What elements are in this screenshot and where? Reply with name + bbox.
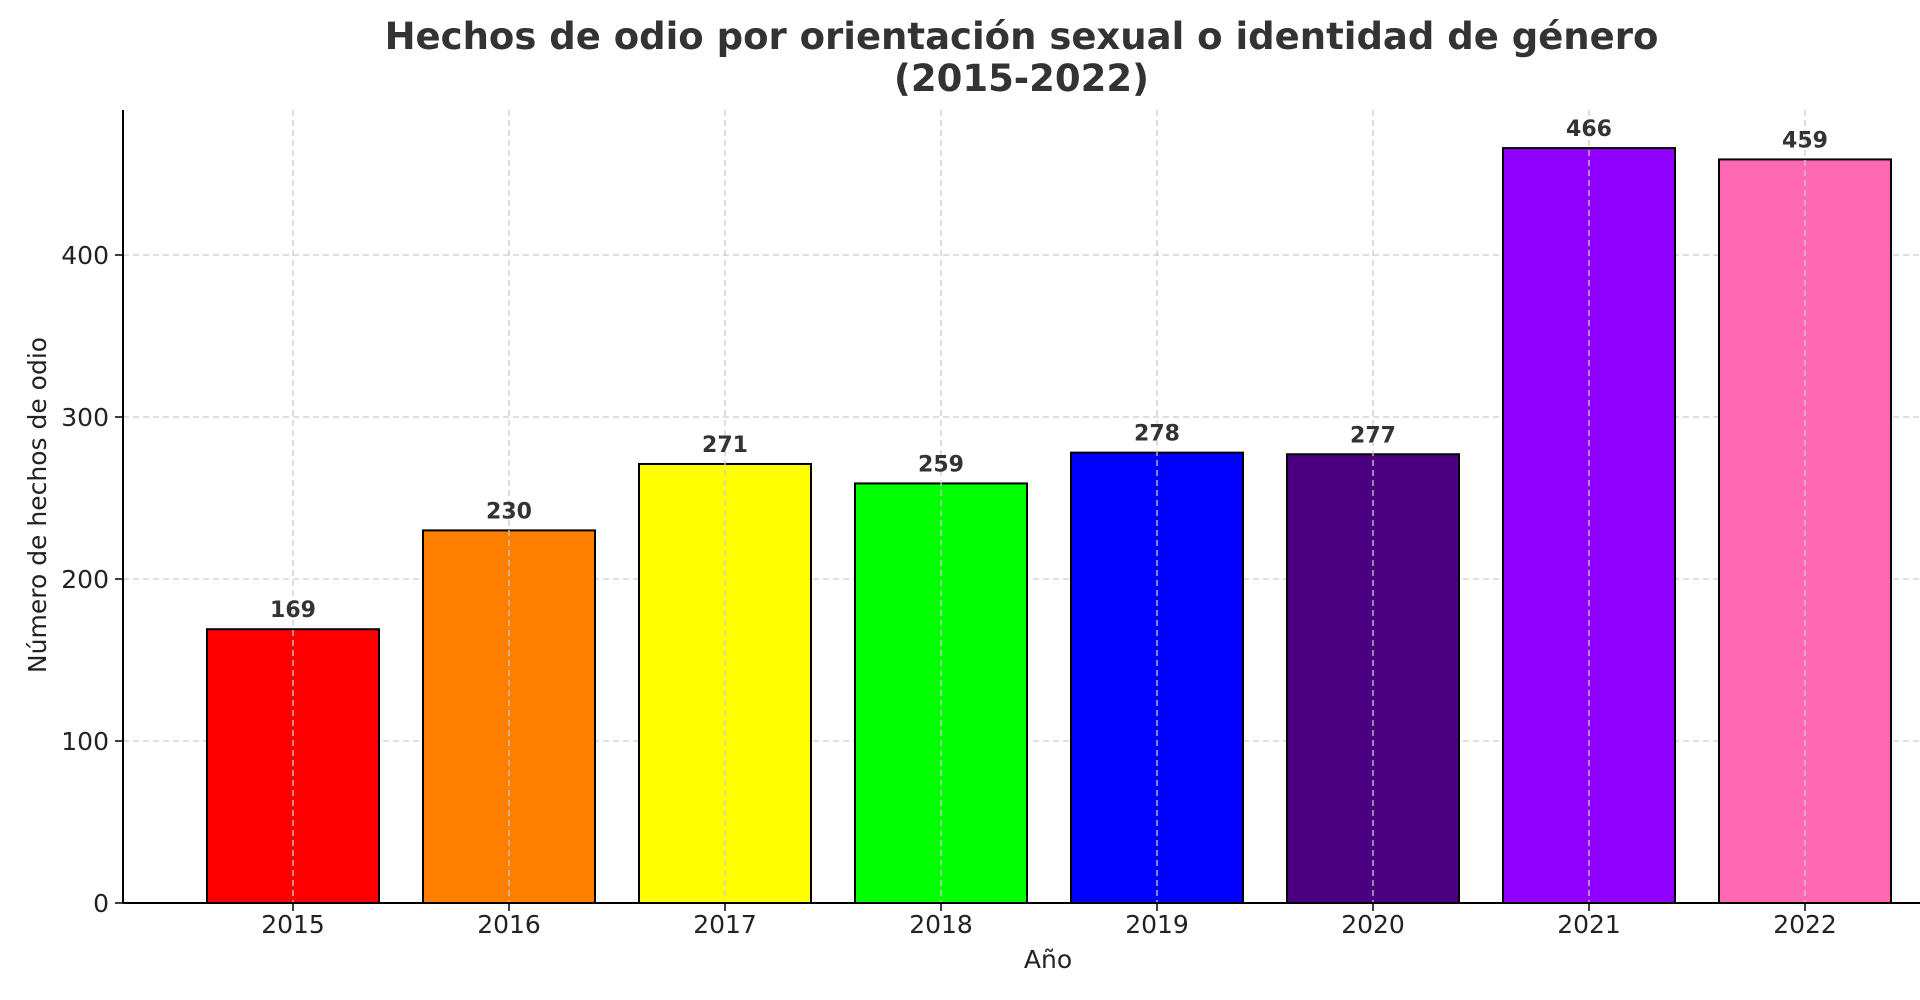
x-tick-label: 2016 — [477, 910, 541, 939]
bar — [1286, 453, 1460, 904]
x-tick-label: 2019 — [1125, 910, 1189, 939]
data-label: 169 — [270, 598, 316, 623]
y-axis-label: Número de hechos de odio — [23, 337, 52, 673]
y-tick-label: 300 — [61, 403, 109, 432]
axes-layer — [115, 110, 1920, 911]
data-label: 459 — [1782, 128, 1828, 153]
x-tick-label: 2015 — [261, 910, 325, 939]
labels-layer: 0 100 200 300 400 169 2015 230 2016 271 2017 259 201… — [61, 117, 1837, 939]
y-tick-label: 200 — [61, 565, 109, 594]
x-tick-label: 2017 — [693, 910, 757, 939]
y-tick-label: 400 — [61, 241, 109, 270]
y-tick-label: 100 — [61, 727, 109, 756]
chart-subtitle-line: (2015-2022) — [893, 57, 1150, 100]
x-tick-label: 2020 — [1341, 910, 1405, 939]
data-label: 277 — [1350, 423, 1396, 448]
x-axis-label: Año — [1024, 945, 1072, 974]
data-label: 271 — [702, 433, 748, 458]
data-label: 230 — [486, 499, 532, 524]
data-label: 278 — [1134, 422, 1180, 447]
x-tick-label: 2018 — [909, 910, 973, 939]
data-label: 466 — [1566, 117, 1612, 142]
chart-title-line: Hechos de odio por orientación sexual o … — [384, 15, 1659, 58]
y-tick-label: 0 — [93, 889, 109, 918]
x-tick-label: 2022 — [1773, 910, 1837, 939]
chart-title: Hechos de odio por orientación sexual o … — [123, 16, 1920, 100]
vertical-grid-layer — [292, 110, 1806, 903]
data-label: 259 — [918, 452, 964, 477]
bar — [422, 529, 596, 905]
x-tick-label: 2021 — [1557, 910, 1621, 939]
bars-layer — [206, 147, 1892, 905]
